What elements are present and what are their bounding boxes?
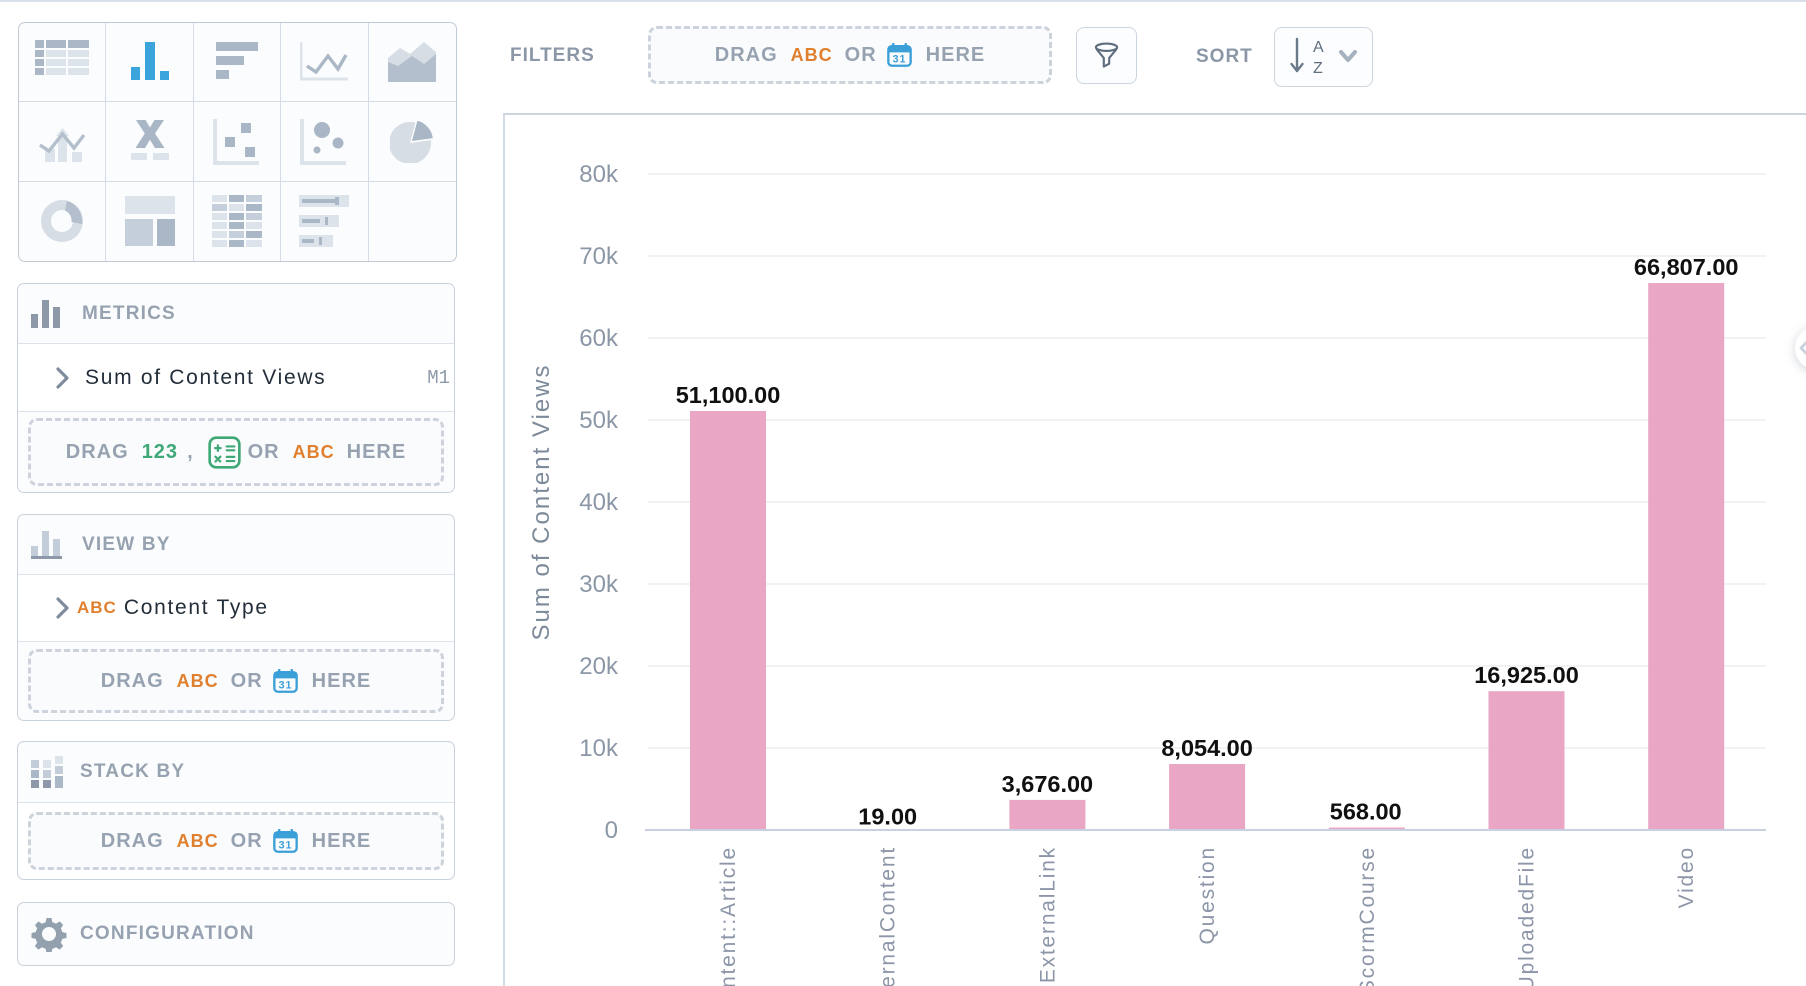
svg-text:568.00: 568.00 bbox=[1330, 799, 1402, 825]
svg-text:ScormCourse: ScormCourse bbox=[1356, 846, 1379, 986]
svg-text:16,925.00: 16,925.00 bbox=[1474, 662, 1579, 688]
svg-text:0: 0 bbox=[605, 817, 618, 844]
svg-text:ExternalContent: ExternalContent bbox=[877, 846, 900, 986]
svg-text:51,100.00: 51,100.00 bbox=[676, 382, 781, 408]
svg-text:31: 31 bbox=[892, 53, 906, 65]
svg-text:66,807.00: 66,807.00 bbox=[1634, 254, 1739, 280]
svg-text:20k: 20k bbox=[579, 653, 619, 680]
svg-text:A: A bbox=[1313, 39, 1324, 56]
svg-text:10k: 10k bbox=[579, 735, 619, 762]
svg-text:31: 31 bbox=[278, 839, 292, 851]
svg-text:Content::Article: Content::Article bbox=[717, 846, 740, 986]
svg-text:31: 31 bbox=[278, 679, 292, 691]
svg-text:Question: Question bbox=[1196, 846, 1219, 944]
svg-text:Z: Z bbox=[1313, 60, 1323, 77]
svg-text:Sum of Content Views: Sum of Content Views bbox=[528, 363, 555, 640]
svg-text:19.00: 19.00 bbox=[858, 804, 917, 830]
svg-text:40k: 40k bbox=[579, 489, 619, 516]
svg-text:UploadedFile: UploadedFile bbox=[1516, 846, 1539, 986]
svg-text:Video: Video bbox=[1675, 846, 1698, 908]
svg-text:70k: 70k bbox=[579, 243, 619, 270]
svg-text:60k: 60k bbox=[579, 325, 619, 352]
svg-text:8,054.00: 8,054.00 bbox=[1161, 735, 1252, 761]
svg-text:30k: 30k bbox=[579, 571, 619, 598]
svg-text:ExternalLink: ExternalLink bbox=[1036, 846, 1059, 983]
svg-text:50k: 50k bbox=[579, 407, 619, 434]
svg-text:3,676.00: 3,676.00 bbox=[1002, 771, 1093, 797]
svg-text:80k: 80k bbox=[579, 161, 619, 188]
